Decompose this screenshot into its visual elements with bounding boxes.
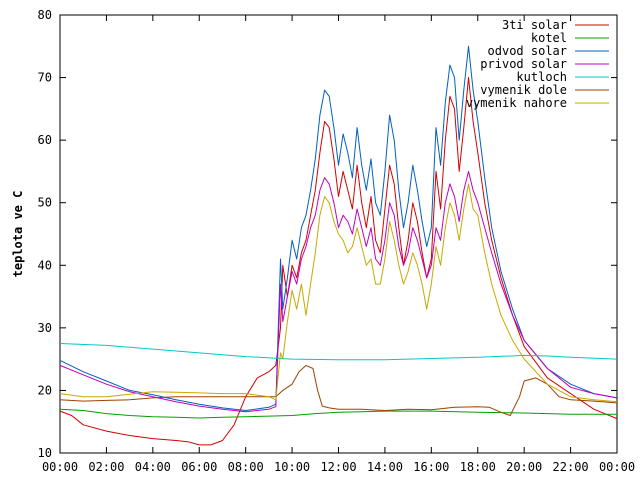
x-tick-label: 22:00 [553,460,589,474]
series-line-odvod-solar [59,45,618,411]
x-tick-label: 14:00 [367,460,403,474]
y-tick-label: 30 [38,321,52,335]
x-tick-label: 18:00 [460,460,496,474]
x-tick-label: 02:00 [88,460,124,474]
x-tick-label: 10:00 [274,460,310,474]
y-axis: 10 20 30 40 50 60 70 80 [38,8,617,460]
y-tick-label: 40 [38,258,52,272]
series-lines [59,45,618,446]
x-tick-label: 04:00 [135,460,171,474]
y-tick-label: 50 [38,196,52,210]
y-tick-label: 20 [38,383,52,397]
legend-label-privod-solar: privod solar [480,57,567,71]
x-tick-label: 20:00 [506,460,542,474]
x-tick-label: 00:00 [42,460,78,474]
series-line-kutloch [59,343,618,361]
x-tick-label: 00:00 [599,460,635,474]
x-tick-label: 12:00 [320,460,356,474]
series-line-kotel [59,408,617,419]
legend-label-vymenik-dole: vymenik dole [480,83,567,97]
legend-label-odvod-solar: odvod solar [488,44,567,58]
legend-label-kutloch: kutloch [516,70,567,84]
y-axis-label: teplota ve C [11,191,25,278]
series-line-vymenik-dole [59,364,618,416]
y-tick-label: 80 [38,8,52,22]
x-tick-label: 08:00 [228,460,264,474]
series-line-3ti-solar [59,77,618,446]
y-tick-label: 10 [38,446,52,460]
legend-label-vymenik-nahore: vymenik nahore [466,96,567,110]
y-tick-label: 70 [38,71,52,85]
x-tick-label: 06:00 [181,460,217,474]
series-line-privod-solar [59,170,618,413]
x-tick-label: 16:00 [413,460,449,474]
legend-label-3ti-solar: 3ti solar [502,18,567,32]
y-tick-label: 60 [38,133,52,147]
x-axis: 00:00 02:00 04:00 06:00 08:00 10:00 12:00 14:00… [42,15,635,474]
legend-label-kotel: kotel [531,31,567,45]
series-line-vymenik-nahore [59,183,618,403]
